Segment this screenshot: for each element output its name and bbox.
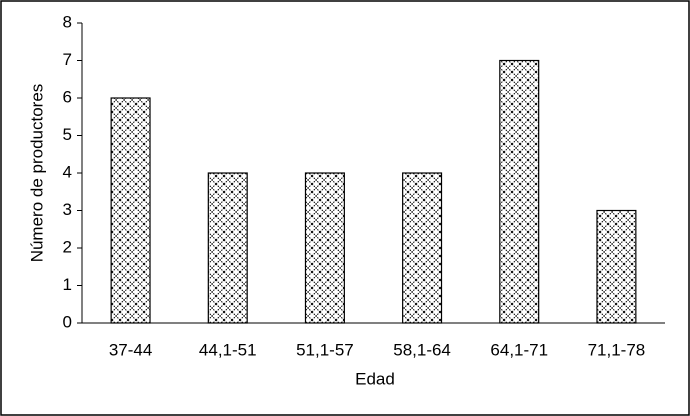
x-tick-label: 51,1-57 [296, 340, 354, 359]
x-axis-label: Edad [355, 369, 395, 388]
bar [596, 209, 637, 324]
bar [499, 59, 540, 324]
y-tick-label: 6 [63, 87, 72, 106]
y-tick-label: 2 [63, 237, 72, 256]
y-tick-label: 4 [63, 162, 72, 181]
y-tick-label: 1 [63, 275, 72, 294]
y-tick-label: 7 [63, 50, 72, 69]
bar [110, 97, 151, 324]
y-axis-label: Número de productores [27, 84, 46, 263]
x-tick-label: 64,1-71 [490, 340, 548, 359]
x-tick-label: 44,1-51 [199, 340, 257, 359]
bar [207, 172, 248, 324]
x-tick-label: 71,1-78 [588, 340, 646, 359]
y-tick-label: 0 [63, 312, 72, 331]
bar [304, 172, 345, 324]
bar [402, 172, 443, 324]
y-tick-label: 8 [63, 12, 72, 31]
x-tick-label: 58,1-64 [393, 340, 451, 359]
y-tick-label: 3 [63, 200, 72, 219]
x-tick-label: 37-44 [109, 340, 152, 359]
y-tick-label: 5 [63, 125, 72, 144]
